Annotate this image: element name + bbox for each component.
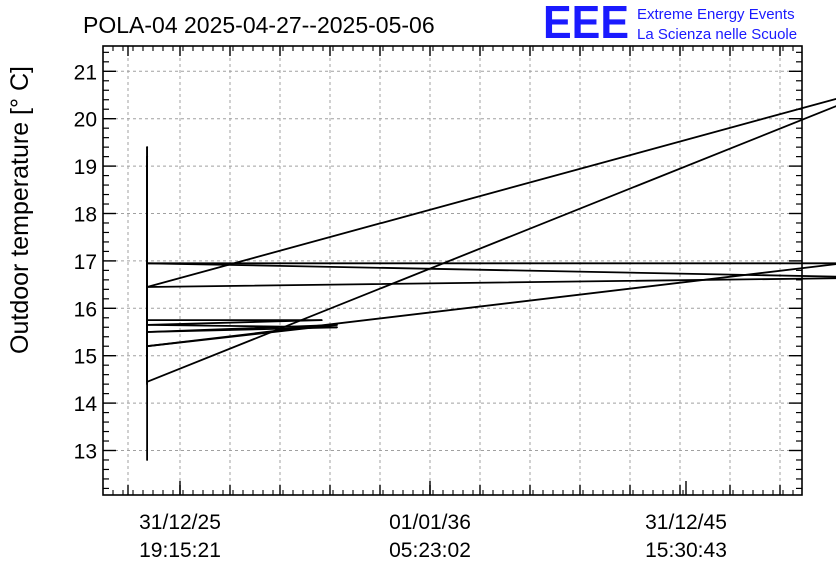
y-tick-label: 20 — [74, 109, 97, 132]
series-segment — [146, 105, 836, 383]
logo-line2: La Scienza nelle Scuole — [637, 26, 797, 43]
plot-frame — [102, 45, 803, 496]
data-series — [146, 97, 836, 461]
axis-ticks — [103, 46, 802, 495]
y-tick-label: 13 — [74, 441, 97, 464]
x-tick-label-date: 31/12/45 — [645, 511, 727, 534]
x-tick-label-time: 15:30:43 — [645, 539, 727, 562]
x-tick-label-date: 01/01/36 — [389, 511, 471, 534]
logo-line1: Extreme Energy Events — [637, 6, 795, 23]
logo-mark: EEE — [543, 0, 629, 48]
logo: EEE Extreme Energy Events La Scienza nel… — [543, 0, 797, 48]
y-tick-label: 15 — [74, 346, 97, 369]
series-segment — [146, 277, 836, 288]
x-tick-label-time: 05:23:02 — [389, 539, 471, 562]
y-tick-label: 18 — [74, 204, 97, 227]
x-tick-labels: 31/12/25 19:15:21 01/01/36 05:23:02 31/12/45… — [139, 511, 727, 562]
y-tick-labels: 13 14 15 16 17 18 19 20 21 — [74, 61, 98, 463]
chart-title: POLA-04 2025-04-27--2025-05-06 — [83, 12, 435, 38]
series-segment — [146, 97, 836, 288]
x-tick-label-date: 31/12/25 — [139, 511, 221, 534]
series-segment — [146, 323, 338, 333]
y-tick-label: 21 — [74, 61, 97, 84]
y-tick-label: 17 — [74, 251, 97, 274]
series-segment — [146, 319, 323, 326]
x-tick-label-time: 19:15:21 — [139, 539, 221, 562]
y-tick-label: 19 — [74, 156, 97, 179]
y-tick-label: 16 — [74, 298, 97, 321]
y-tick-label: 14 — [74, 393, 98, 416]
y-axis-label: Outdoor temperature [° C] — [6, 66, 34, 354]
series-segment — [146, 262, 836, 278]
series-segment — [146, 263, 836, 348]
